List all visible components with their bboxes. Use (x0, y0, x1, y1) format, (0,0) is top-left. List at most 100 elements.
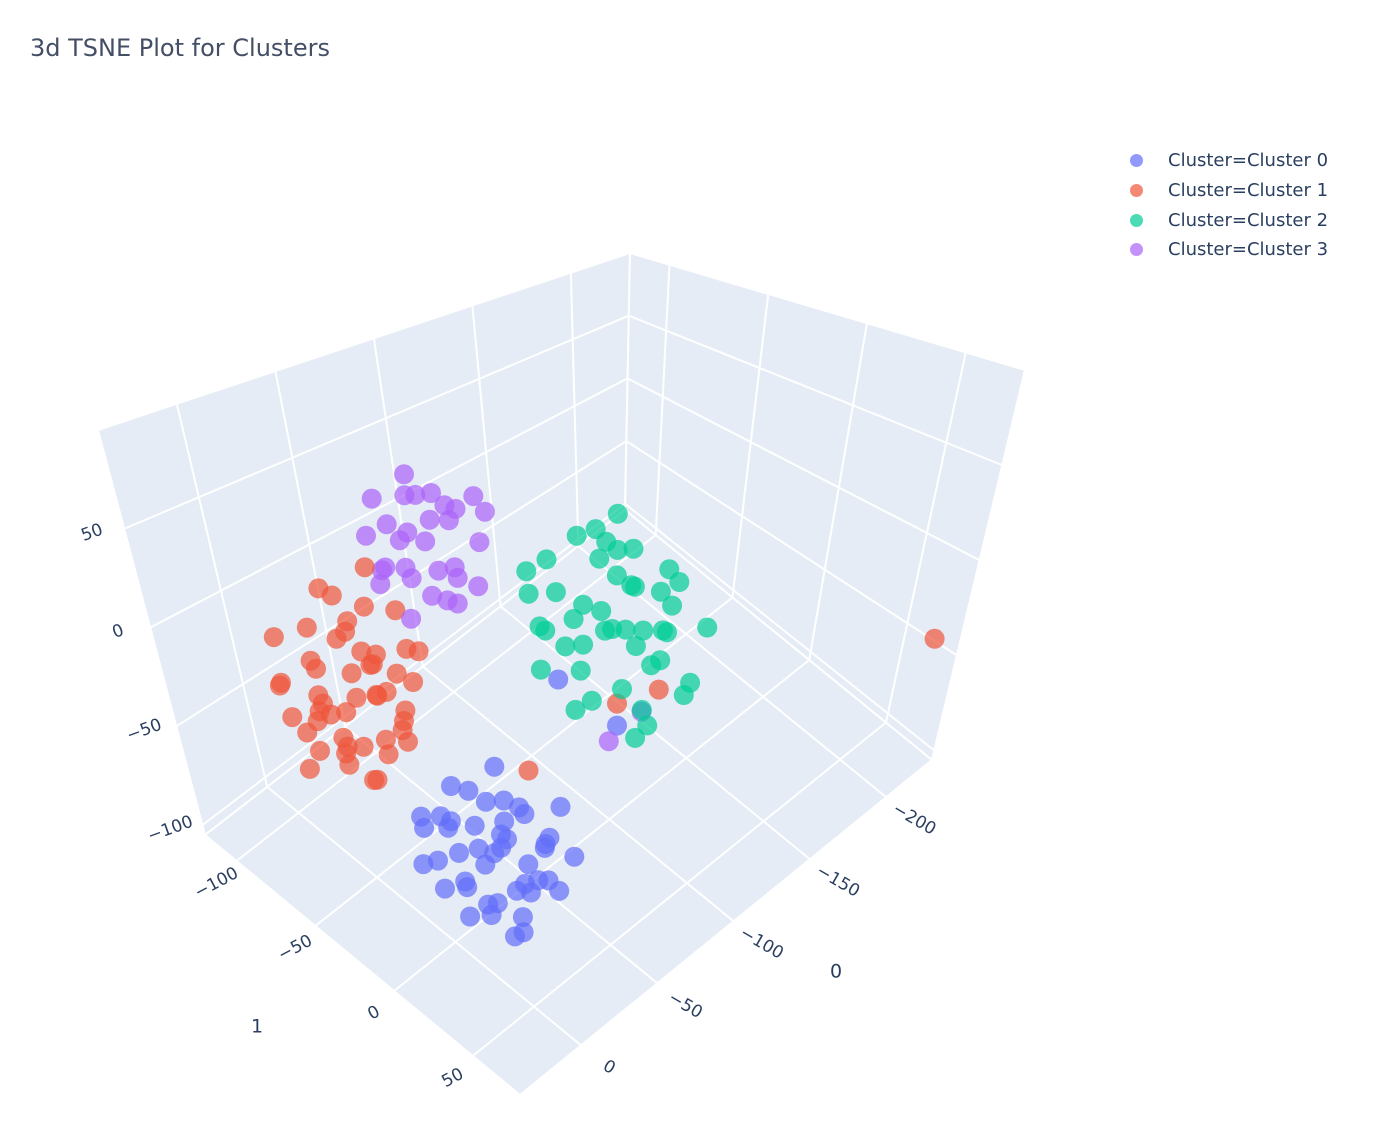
point-cluster-2 (606, 565, 627, 586)
point-cluster-3 (469, 532, 490, 553)
point-cluster-0 (497, 829, 517, 850)
point-cluster-0 (548, 669, 569, 690)
y-tick-label: −150 (813, 861, 863, 902)
point-cluster-2 (530, 659, 551, 680)
point-cluster-0 (539, 827, 560, 848)
point-cluster-2 (591, 601, 612, 621)
point-cluster-1 (263, 627, 284, 648)
legend-item-cluster-2[interactable]: Cluster=Cluster 2 (1128, 205, 1328, 235)
gridline-z (123, 314, 630, 530)
point-cluster-1 (321, 585, 342, 606)
point-cluster-1 (353, 596, 374, 617)
gridline-z (628, 314, 1003, 467)
point-cluster-1 (385, 600, 406, 621)
gridline-z (175, 440, 627, 728)
legend-label: Cluster=Cluster 3 (1168, 239, 1329, 261)
point-cluster-1 (386, 663, 407, 684)
gridline-x (235, 534, 657, 862)
gridline-y (266, 786, 582, 1047)
point-cluster-0 (428, 850, 448, 871)
point-cluster-2 (595, 620, 615, 641)
point-cluster-1 (282, 707, 303, 728)
x-tick-label: 50 (439, 1064, 467, 1092)
point-cluster-3 (434, 495, 455, 516)
point-cluster-3 (397, 522, 418, 543)
point-cluster-2 (573, 634, 594, 655)
point-cluster-0 (514, 804, 535, 824)
legend-item-cluster-3[interactable]: Cluster=Cluster 3 (1128, 235, 1328, 265)
point-cluster-2 (563, 609, 584, 629)
point-cluster-0 (493, 790, 514, 811)
point-cluster-3 (421, 483, 441, 503)
x-axis-title: 1 (251, 1016, 263, 1038)
legend-item-cluster-1[interactable]: Cluster=Cluster 1 (1128, 176, 1328, 206)
gridline-z (627, 377, 981, 562)
point-cluster-1 (271, 672, 291, 693)
y-tick-label: −50 (665, 988, 706, 1023)
point-cluster-1 (297, 722, 318, 743)
gridline-x (731, 293, 770, 598)
point-cluster-2 (624, 576, 645, 597)
point-cluster-2 (650, 650, 671, 671)
point-cluster-3 (370, 574, 391, 595)
point-cluster-1 (326, 628, 347, 649)
point-cluster-3 (428, 560, 449, 581)
point-cluster-1 (375, 729, 396, 750)
point-cluster-2 (615, 619, 636, 640)
point-cluster-3 (375, 557, 396, 578)
x-tick-label: −100 (191, 863, 242, 903)
gridline-x (472, 721, 887, 1057)
point-cluster-1 (346, 687, 367, 708)
point-cluster-3 (438, 510, 459, 531)
point-cluster-1 (306, 658, 326, 679)
point-cluster-0 (458, 780, 479, 801)
legend-label: Cluster=Cluster 2 (1168, 209, 1329, 231)
y-tick-label: −100 (736, 923, 786, 964)
point-cluster-2 (607, 503, 628, 524)
point-cluster-2 (516, 561, 537, 582)
point-cluster-3 (395, 557, 416, 578)
point-cluster-2 (581, 690, 602, 711)
point-cluster-2 (697, 617, 718, 638)
gridline-y (422, 665, 735, 923)
point-cluster-1 (648, 679, 669, 700)
point-cluster-1 (924, 628, 945, 649)
point-cluster-3 (376, 514, 397, 535)
point-cluster-3 (437, 590, 458, 611)
point-cluster-2 (565, 699, 586, 720)
point-cluster-1 (398, 731, 418, 752)
point-cluster-2 (545, 582, 566, 603)
gridline-x (808, 323, 868, 661)
point-cluster-2 (596, 531, 617, 552)
point-cluster-2 (623, 538, 644, 559)
gridline-z (625, 440, 958, 657)
point-cluster-2 (637, 715, 658, 736)
gridline-x (654, 264, 671, 536)
point-cluster-2 (566, 525, 587, 546)
point-cluster-0 (550, 796, 571, 817)
y-axis-title: 0 (830, 961, 842, 983)
z-tick-label: −100 (145, 812, 196, 847)
gridline-y (274, 370, 346, 727)
point-cluster-2 (631, 699, 652, 720)
point-cluster-3 (468, 576, 489, 597)
legend: Cluster=Cluster 0 Cluster=Cluster 1 Clus… (1128, 146, 1328, 265)
point-cluster-1 (341, 663, 362, 684)
y-tick-label: −200 (889, 799, 939, 840)
legend-item-cluster-0[interactable]: Cluster=Cluster 0 (1128, 146, 1328, 176)
point-cluster-2 (650, 581, 671, 602)
point-cluster-1 (337, 736, 358, 757)
point-cluster-3 (415, 531, 436, 552)
point-cluster-3 (419, 509, 440, 530)
point-cluster-0 (538, 870, 559, 891)
point-cluster-2 (625, 636, 646, 656)
point-cluster-3 (598, 731, 619, 752)
gridline-z (624, 502, 935, 752)
y-tick-label: 0 (599, 1056, 618, 1079)
point-cluster-1 (299, 758, 320, 779)
point-cluster-1 (296, 617, 317, 638)
point-cluster-0 (455, 871, 476, 892)
point-cluster-0 (440, 811, 461, 832)
point-cluster-0 (520, 882, 541, 903)
